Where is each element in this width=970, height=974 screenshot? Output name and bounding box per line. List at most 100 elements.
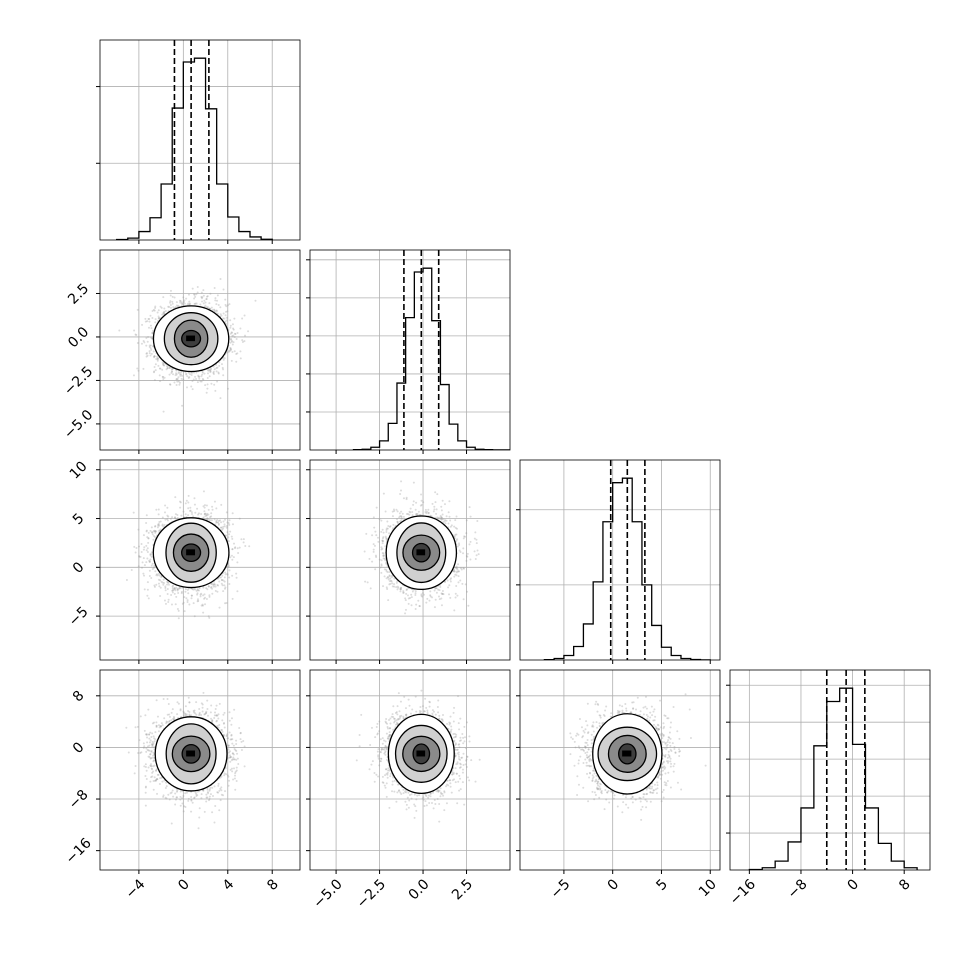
scatter-point: [225, 311, 227, 313]
scatter-point: [145, 337, 147, 339]
histogram-step: [353, 268, 510, 450]
scatter-point: [154, 321, 156, 323]
scatter-point: [231, 351, 233, 353]
histogram-frame: [520, 460, 720, 660]
scatter-point: [226, 573, 228, 575]
scatter-point: [226, 522, 228, 524]
scatter-point: [174, 593, 176, 595]
scatter-point: [167, 593, 169, 595]
histogram-bar: [652, 625, 662, 660]
scatter-point: [233, 543, 235, 545]
scatter-point: [197, 291, 199, 293]
scatter-point: [199, 380, 201, 382]
scatter-point: [141, 343, 143, 345]
scatter-point: [193, 602, 195, 604]
scatter-point: [167, 367, 169, 369]
scatter-point: [133, 330, 135, 332]
scatter-point: [208, 302, 210, 304]
scatter-point: [126, 579, 128, 581]
scatter-point: [231, 555, 233, 557]
scatter-point: [191, 597, 193, 599]
histogram-step: [749, 688, 917, 870]
scatter-point: [163, 579, 165, 581]
scatter-point: [188, 301, 190, 303]
scatter-point: [218, 304, 220, 306]
scatter-point: [153, 567, 155, 569]
scatter-point: [146, 549, 148, 551]
scatter-point: [184, 610, 186, 612]
scatter-point: [161, 581, 163, 583]
scatter-point: [197, 598, 199, 600]
scatter-point: [177, 517, 179, 519]
scatter-point: [232, 323, 234, 325]
scatter-point: [154, 355, 156, 357]
scatter-point: [214, 297, 216, 299]
scatter-point: [144, 588, 146, 590]
scatter-point: [214, 390, 216, 392]
scatter-point: [206, 392, 208, 394]
scatter-point: [171, 516, 173, 518]
scatter-point: [235, 361, 237, 363]
scatter-point: [164, 377, 166, 379]
scatter-point: [229, 319, 231, 321]
scatter-point: [143, 340, 145, 342]
histogram-bar: [161, 184, 172, 240]
scatter-point: [162, 516, 164, 518]
scatter-point: [193, 293, 195, 295]
histogram-bar: [449, 424, 458, 450]
scatter-point: [159, 595, 161, 597]
scatter-point: [137, 370, 139, 372]
scatter-point: [151, 532, 153, 534]
scatter-point: [224, 519, 226, 521]
scatter-point: [203, 295, 205, 297]
scatter-point: [159, 380, 161, 382]
scatter-point: [226, 317, 228, 319]
histogram-bar: [775, 861, 788, 870]
scatter-point: [150, 349, 152, 351]
scatter-point: [204, 603, 206, 605]
scatter-point: [142, 573, 144, 575]
histogram-bar: [388, 423, 397, 450]
scatter-point: [192, 288, 194, 290]
scatter-point: [176, 378, 178, 380]
scatter-point: [205, 302, 207, 304]
scatter-point: [157, 311, 159, 313]
scatter-point: [204, 507, 206, 509]
scatter-point: [179, 300, 181, 302]
scatter-point: [157, 526, 159, 528]
scatter-point: [155, 363, 157, 365]
scatter-point: [188, 376, 190, 378]
scatter-point: [178, 384, 180, 386]
scatter-point: [209, 519, 211, 521]
histogram-bar: [891, 861, 904, 870]
scatter-point: [166, 581, 168, 583]
scatter-point: [213, 384, 215, 386]
scatter-point: [145, 545, 147, 547]
scatter-point: [180, 515, 182, 517]
scatter-point: [172, 591, 174, 593]
scatter-point: [151, 317, 153, 319]
scatter-point: [223, 313, 225, 315]
scatter-point: [145, 321, 147, 323]
scatter-point: [154, 307, 156, 309]
scatter-point: [160, 306, 162, 308]
histogram-step: [117, 58, 273, 240]
scatter-point: [195, 293, 197, 295]
scatter-point: [210, 383, 212, 385]
histogram-bar: [194, 58, 205, 240]
scatter-point: [177, 376, 179, 378]
histogram-bar: [423, 268, 432, 450]
scatter-point: [177, 592, 179, 594]
scatter-point: [231, 536, 233, 538]
scatter-point: [184, 303, 186, 305]
scatter-point: [143, 534, 145, 536]
histogram-bar: [642, 585, 652, 660]
scatter-point: [149, 315, 151, 317]
scatter-point: [169, 367, 171, 369]
scatter-point: [214, 368, 216, 370]
scatter-point: [170, 304, 172, 306]
scatter-point: [147, 581, 149, 583]
scatter-point: [166, 365, 168, 367]
scatter-point: [194, 504, 196, 506]
